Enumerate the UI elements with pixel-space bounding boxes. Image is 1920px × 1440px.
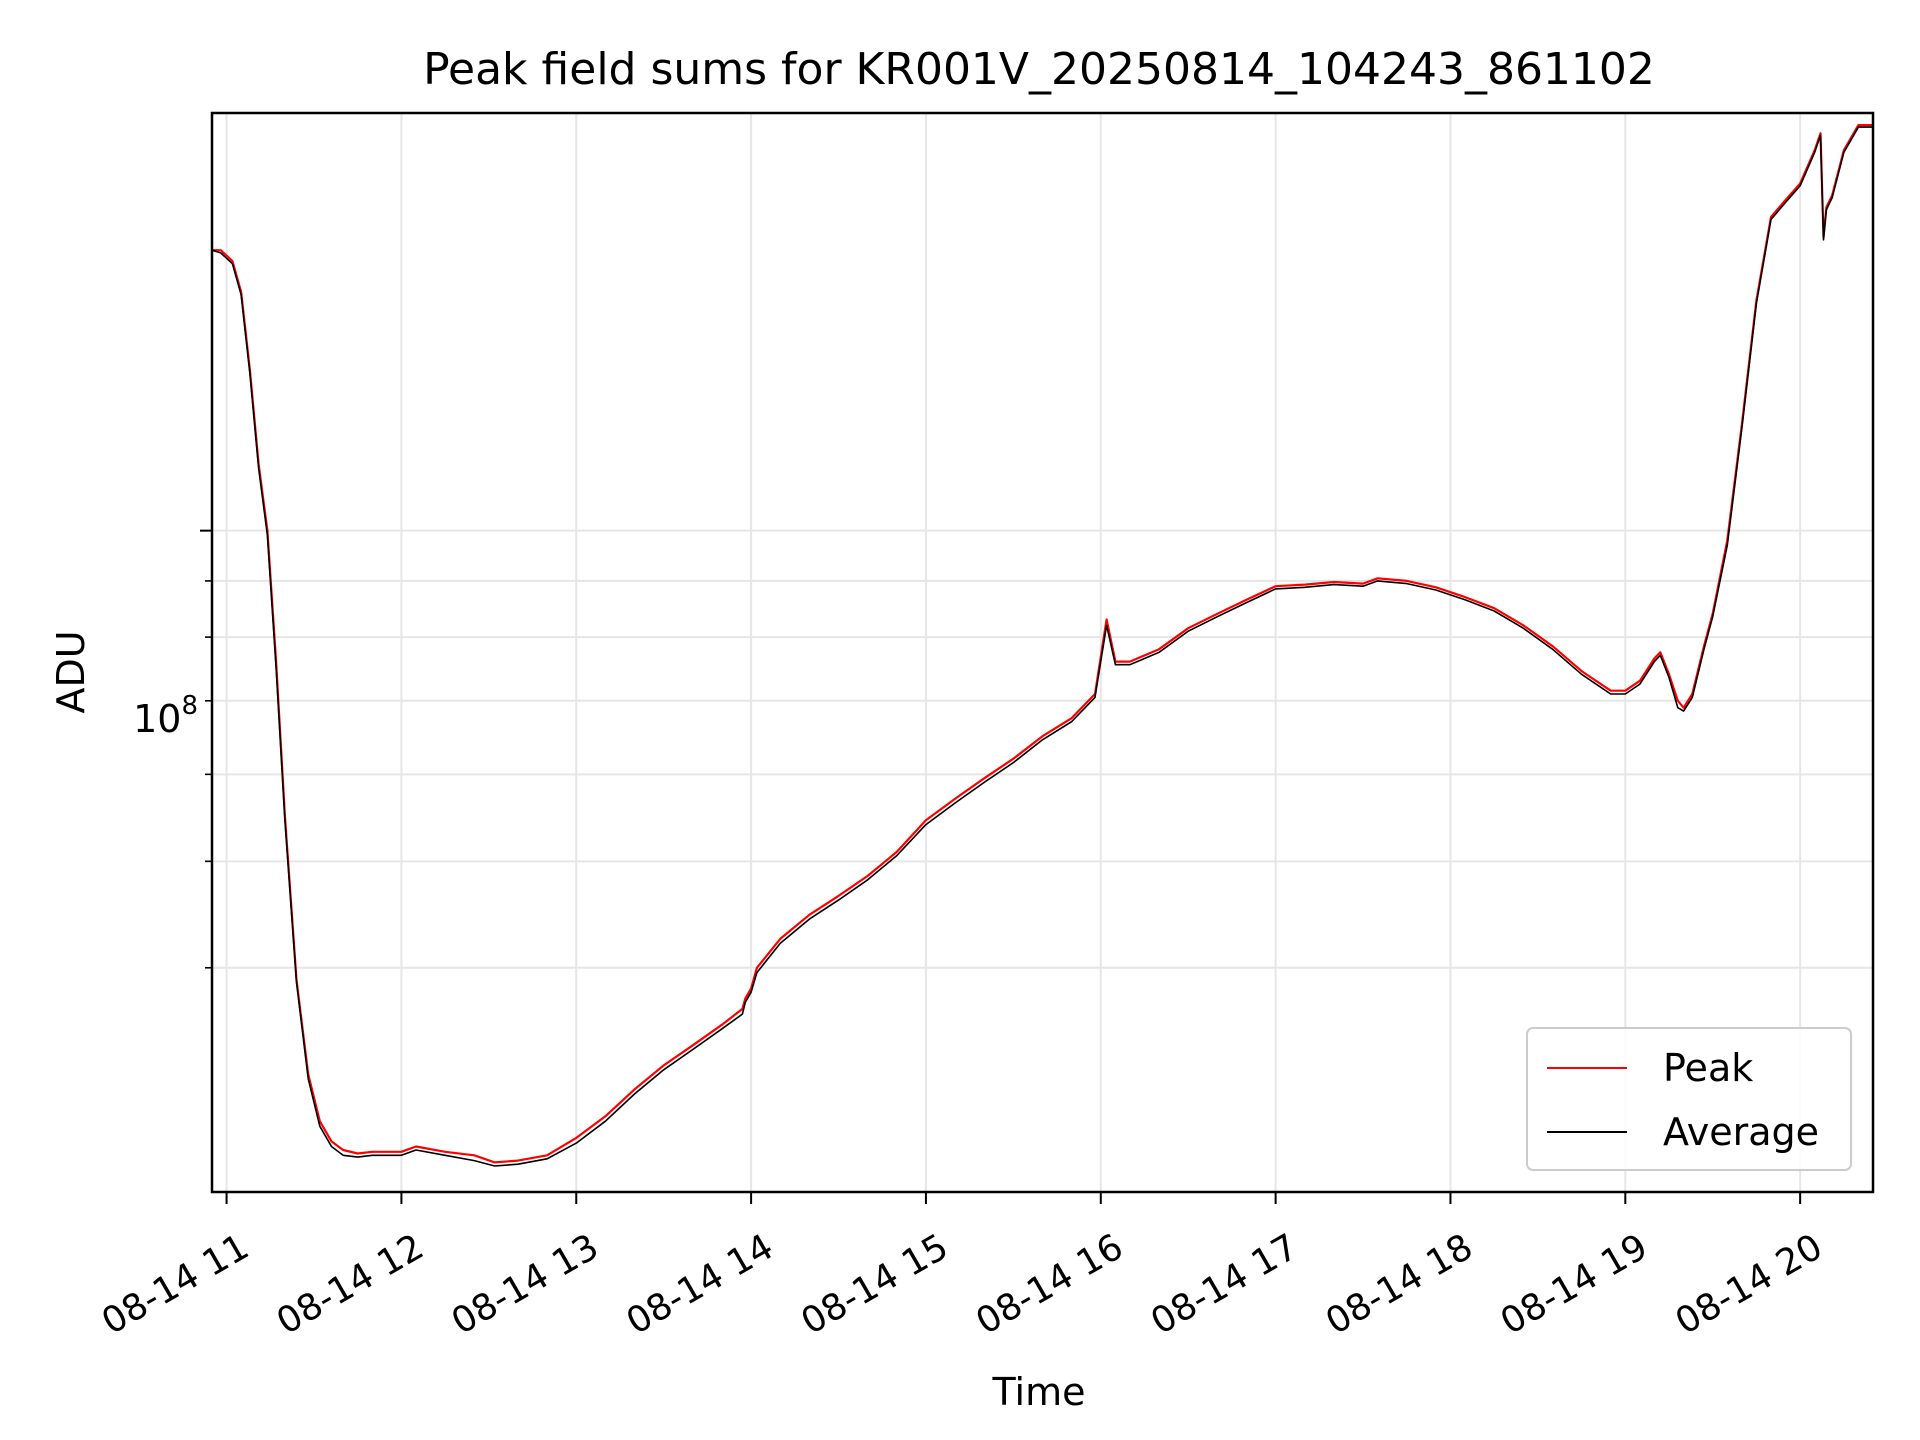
chart-title: Peak field sums for KR001V_20250814_1042…	[423, 44, 1655, 95]
x-axis-label: Time	[992, 1370, 1086, 1414]
plot-frame	[210, 111, 1875, 1194]
series-line-average	[211, 126, 1873, 1167]
legend-label-average: Average	[1663, 1110, 1819, 1154]
legend: Peak Average	[1526, 1027, 1852, 1171]
y-tick-label-major: 108	[133, 691, 198, 741]
series-layer	[211, 123, 1873, 1167]
legend-box	[1526, 1027, 1852, 1171]
y-axis-label: ADU	[49, 630, 93, 713]
legend-label-peak: Peak	[1663, 1046, 1753, 1090]
